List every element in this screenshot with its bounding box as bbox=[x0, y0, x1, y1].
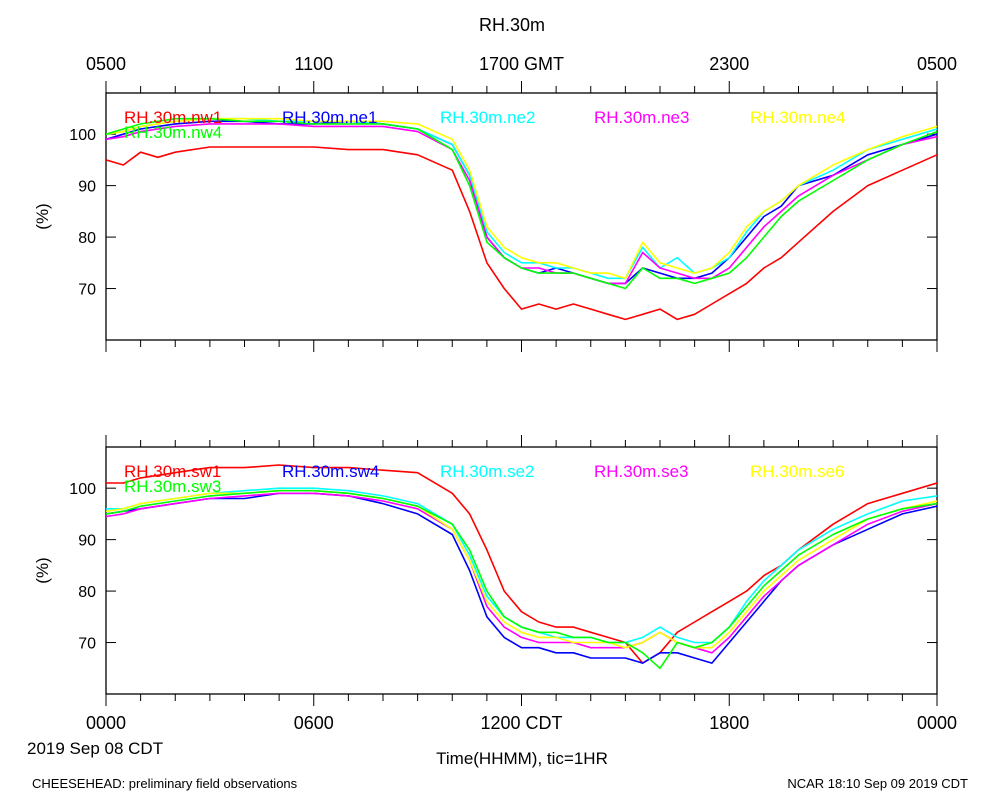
bottom-tick-label: 1800 bbox=[709, 713, 749, 733]
y-tick-label: 70 bbox=[78, 282, 96, 299]
legend-RH-30m-se3: RH.30m.se3 bbox=[594, 462, 688, 481]
y-axis-label: (%) bbox=[33, 203, 52, 229]
top-tick-label: 1700 GMT bbox=[479, 54, 564, 74]
series-line-RH-30m-nw1 bbox=[106, 146, 937, 321]
series-line-RH-30m-sw1 bbox=[106, 464, 937, 664]
top-panel: 70 80 90 100 (%) RH.30m.nw1 RH.30m.ne1 RH.30m.n… bbox=[33, 81, 938, 352]
date-label: 2019 Sep 08 CDT bbox=[27, 739, 163, 758]
legend-RH-30m-ne3: RH.30m.ne3 bbox=[594, 108, 689, 127]
legend-RH-30m-ne1: RH.30m.ne1 bbox=[282, 108, 377, 127]
bottom-cdt-axis: 0000 0600 1200 CDT 1800 0000 bbox=[86, 713, 957, 733]
series-line-RH-30m-ne3 bbox=[106, 123, 937, 285]
series-line-RH-30m-se6 bbox=[106, 489, 937, 649]
bottom-panel: 70 80 90 100 (%) RH.30m.sw1 RH.30m.sw4 RH.30m.s… bbox=[33, 435, 938, 706]
y-tick-label: 80 bbox=[78, 230, 96, 247]
legend-RH-30m-nw1: RH.30m.nw1 bbox=[124, 108, 222, 127]
y-tick-label: 80 bbox=[78, 584, 96, 601]
series-line-RH-30m-se2 bbox=[106, 487, 937, 644]
series-line-RH-30m-ne2 bbox=[106, 117, 937, 280]
plot-frame bbox=[105, 92, 938, 341]
series-line-RH-30m-ne4 bbox=[106, 117, 937, 280]
top-tick-label: 0500 bbox=[86, 54, 126, 74]
y-tick-label: 100 bbox=[69, 127, 96, 144]
top-gmt-axis: 0500 1100 1700 GMT 2300 0500 bbox=[86, 54, 957, 74]
footer-right: NCAR 18:10 Sep 09 2019 CDT bbox=[787, 776, 968, 791]
series-line-RH-30m-ne1 bbox=[106, 120, 937, 285]
x-axis-label: Time(HHMM), tic=1HR bbox=[436, 749, 608, 768]
legend-RH-30m-se6: RH.30m.se6 bbox=[750, 462, 844, 481]
bottom-tick-label: 1200 CDT bbox=[480, 713, 562, 733]
y-tick-label: 90 bbox=[78, 533, 96, 550]
bottom-tick-label: 0600 bbox=[294, 713, 334, 733]
top-tick-label: 1100 bbox=[294, 54, 333, 74]
legend-RH-30m-se2: RH.30m.se2 bbox=[440, 462, 534, 481]
legend-RH-30m-sw1: RH.30m.sw1 bbox=[124, 462, 221, 481]
bottom-tick-label: 0000 bbox=[86, 713, 126, 733]
legend-RH-30m-nw4: RH.30m.nw4 bbox=[124, 123, 222, 142]
plot-frame bbox=[105, 446, 938, 695]
legend-RH-30m-sw3: RH.30m.sw3 bbox=[124, 477, 221, 496]
y-tick-label: 70 bbox=[78, 636, 96, 653]
chart-title: RH.30m bbox=[479, 15, 545, 35]
y-tick-label: 100 bbox=[69, 481, 96, 498]
y-axis-label: (%) bbox=[33, 557, 52, 583]
legend-RH-30m-sw4: RH.30m.sw4 bbox=[282, 462, 379, 481]
footer-left: CHEESEHEAD: preliminary field observatio… bbox=[32, 776, 298, 791]
top-tick-label: 0500 bbox=[917, 54, 957, 74]
series-line-RH-30m-sw3 bbox=[106, 489, 937, 670]
series-line-RH-30m-nw4 bbox=[106, 117, 937, 290]
bottom-tick-label: 0000 bbox=[917, 713, 957, 733]
y-tick-label: 90 bbox=[78, 179, 96, 196]
legend-RH-30m-ne2: RH.30m.ne2 bbox=[440, 108, 535, 127]
series-line-RH-30m-se3 bbox=[106, 492, 937, 654]
top-tick-label: 2300 bbox=[709, 54, 749, 74]
legend-RH-30m-ne4: RH.30m.ne4 bbox=[750, 108, 845, 127]
